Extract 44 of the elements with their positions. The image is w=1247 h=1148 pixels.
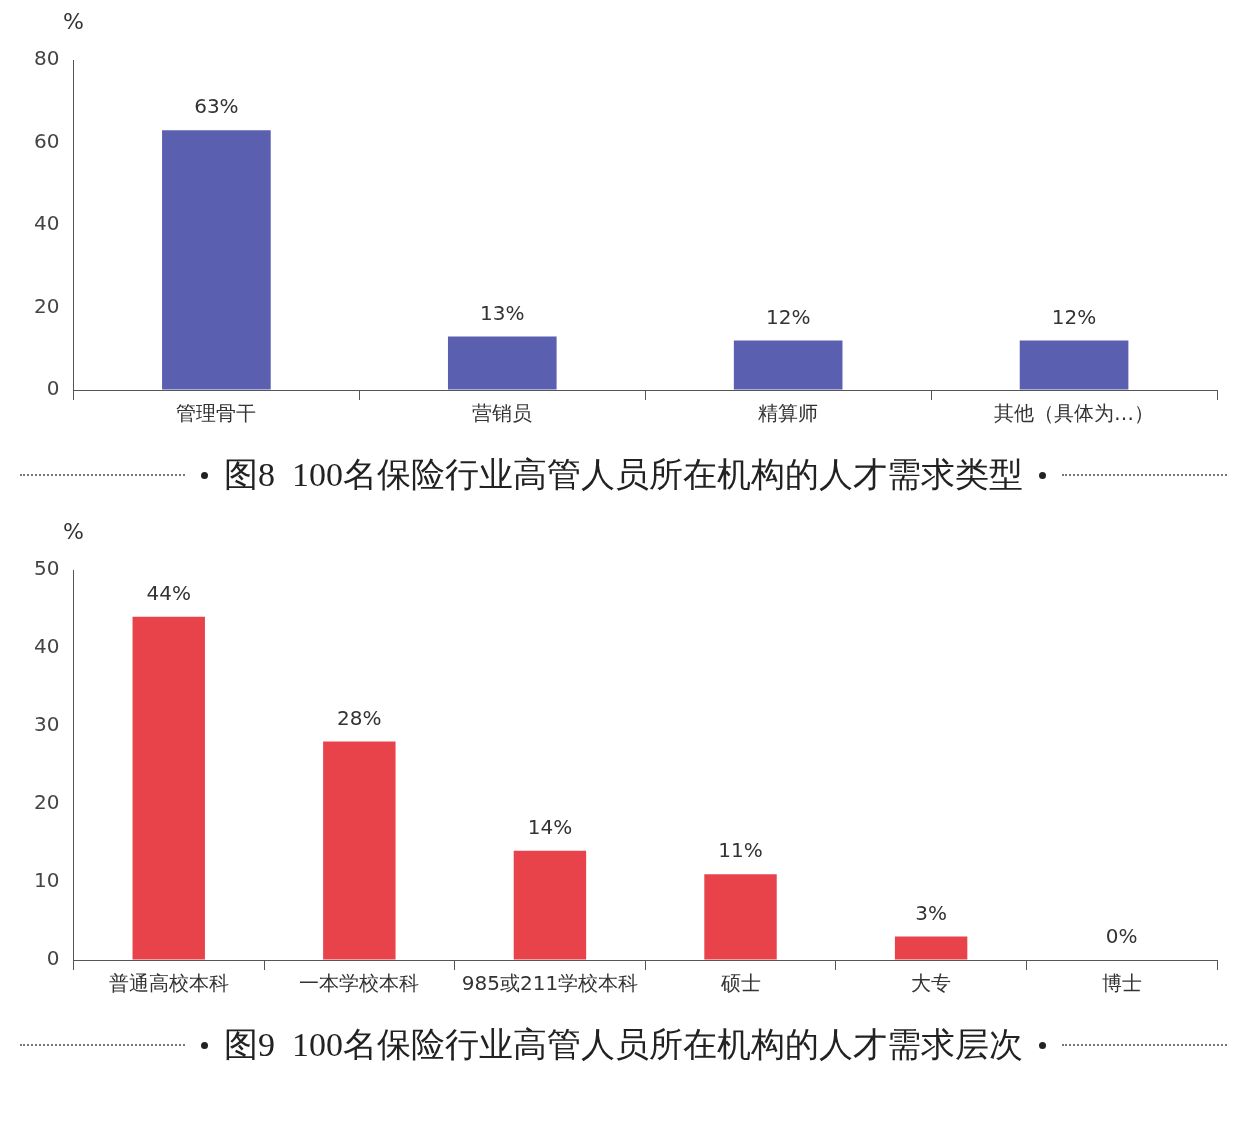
- y-tick-label: 50: [34, 556, 60, 581]
- bar: [733, 340, 843, 390]
- data-label: 14%: [527, 815, 573, 839]
- data-label: 0%: [1105, 924, 1138, 949]
- bar: [1019, 340, 1129, 390]
- y-axis-title: %: [63, 8, 84, 34]
- x-tick-label: 硕士: [719, 971, 761, 996]
- y-tick-label: 80: [34, 46, 60, 71]
- data-label: 28%: [337, 705, 382, 730]
- y-tick-label: 40: [34, 634, 60, 659]
- y-tick-label: 0: [46, 946, 60, 971]
- bar: [704, 874, 777, 960]
- text: 图8 100名保险行业高管人员所在机构的人才需求类型: [224, 455, 1023, 495]
- data-label: 12%: [1051, 304, 1097, 329]
- y-tick-label: 0: [46, 376, 60, 401]
- data-label: 11%: [718, 838, 763, 863]
- bar: [447, 336, 557, 390]
- y-tick-label: 20: [34, 293, 60, 318]
- y-tick-label: 60: [34, 128, 60, 153]
- data-label: 12%: [765, 304, 811, 329]
- bar: [323, 741, 396, 960]
- y-tick-label: 40: [34, 211, 60, 236]
- data-label: 3%: [915, 900, 947, 925]
- y-axis-title: %: [63, 518, 84, 544]
- bar: [162, 130, 271, 390]
- y-tick-label: 20: [34, 790, 60, 815]
- data-label: 44%: [146, 581, 191, 605]
- x-tick-label: 一本学校本科: [299, 971, 420, 996]
- x-tick-label: 管理骨干: [176, 401, 257, 426]
- x-tick-label: 精算师: [758, 401, 819, 426]
- bar: [894, 936, 968, 960]
- x-tick-label: 博士: [1101, 971, 1142, 996]
- y-tick-label: 10: [34, 868, 60, 893]
- text: 图9 100名保险行业高管人员所在机构的人才需求层次: [224, 1025, 1023, 1065]
- x-tick-label: 其他（具体为…）: [994, 401, 1155, 426]
- data-label: 63%: [194, 94, 239, 119]
- data-label: 13%: [480, 300, 525, 325]
- bar: [513, 850, 587, 960]
- x-tick-label: 营销员: [472, 401, 533, 426]
- x-tick-label: 大专: [911, 971, 952, 996]
- x-tick-label: 985或211学校本科: [461, 971, 639, 996]
- y-tick-label: 30: [34, 712, 60, 737]
- bar: [132, 616, 205, 960]
- x-tick-label: 普通高校本科: [108, 971, 229, 996]
